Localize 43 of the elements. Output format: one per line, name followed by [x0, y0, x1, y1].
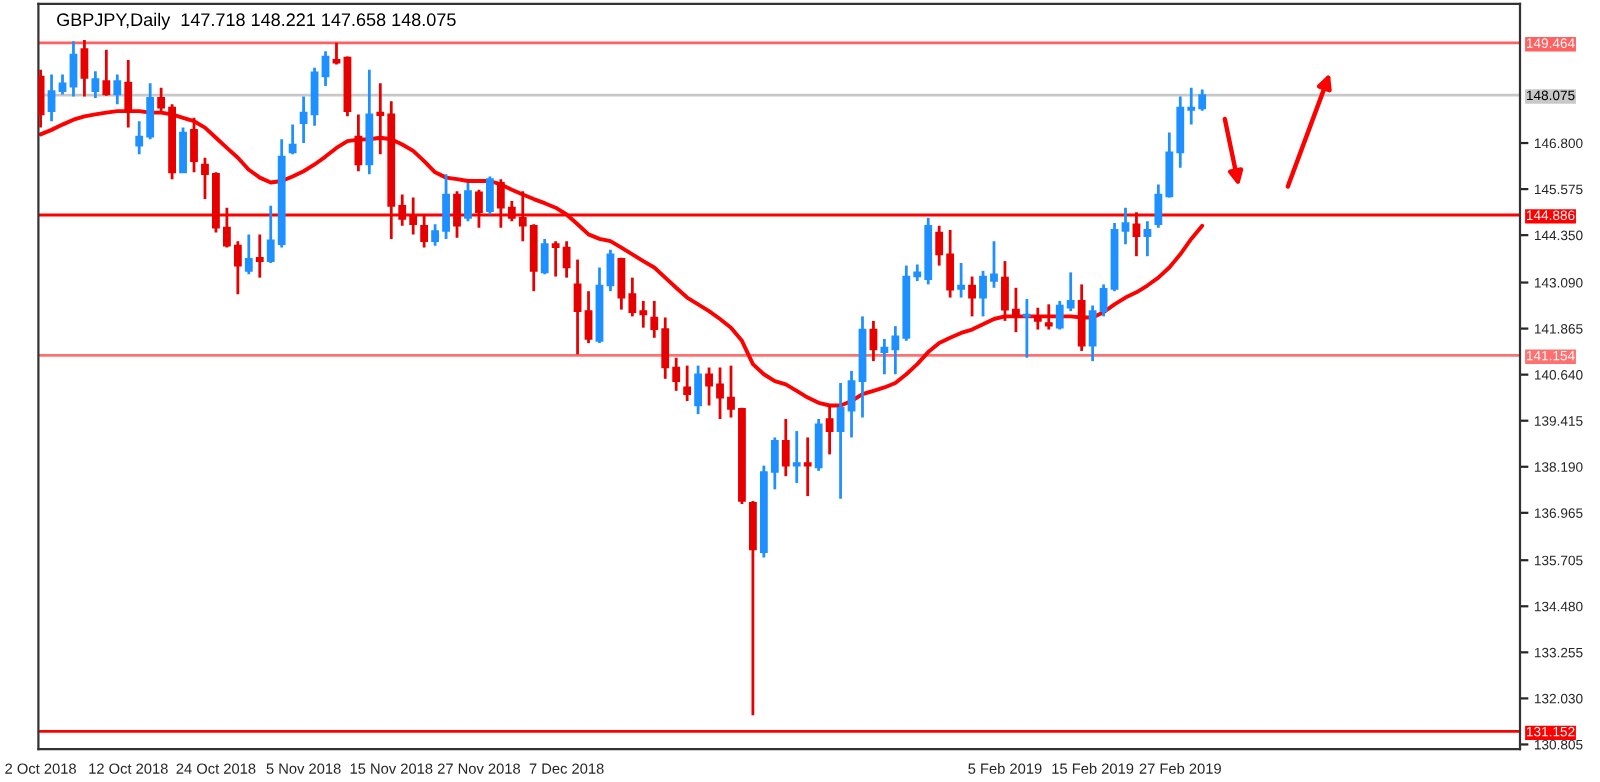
candlestick: [299, 95, 308, 145]
candlestick: [803, 436, 812, 498]
candlestick: [968, 275, 976, 318]
candlestick: [1132, 210, 1141, 258]
candlestick: [113, 73, 122, 106]
candlestick: [124, 58, 133, 130]
candlestick: [475, 188, 483, 230]
candlestick: [102, 48, 111, 98]
candlestick: [1044, 302, 1053, 331]
candlestick: [781, 417, 790, 478]
candlestick: [453, 189, 461, 240]
candlestick: [485, 175, 494, 216]
candlestick: [1022, 297, 1031, 360]
candlestick: [792, 429, 801, 485]
candlestick: [683, 364, 692, 403]
candlestick: [540, 237, 549, 276]
candlestick: [748, 499, 757, 717]
candlestick: [694, 364, 703, 416]
chart-title: GBPJPY,Daily 147.718 148.221 147.658 148.075: [57, 12, 456, 30]
candlestick: [1077, 283, 1086, 353]
candlestick: [47, 73, 56, 123]
candlestick: [91, 69, 100, 100]
candlestick: [1121, 206, 1130, 246]
candlestick: [825, 402, 834, 456]
candlestick: [420, 213, 429, 249]
candlestick: [179, 126, 187, 174]
candlestick: [354, 113, 363, 173]
candlestick: [814, 417, 823, 473]
candlestick: [1033, 306, 1042, 331]
candlestick: [957, 261, 966, 299]
candlestick: [1143, 219, 1152, 258]
candlestick: [190, 116, 198, 174]
candlestick: [244, 233, 253, 276]
candlestick: [836, 381, 845, 501]
candlestick: [332, 41, 341, 66]
candlestick: [80, 38, 89, 98]
candlestick: [847, 369, 856, 439]
candlestick: [58, 73, 67, 96]
candlestick: [464, 181, 472, 223]
candlestick: [606, 248, 615, 293]
candlestick: [584, 289, 593, 345]
candlestick: [288, 123, 297, 156]
candlestick: [255, 233, 264, 280]
